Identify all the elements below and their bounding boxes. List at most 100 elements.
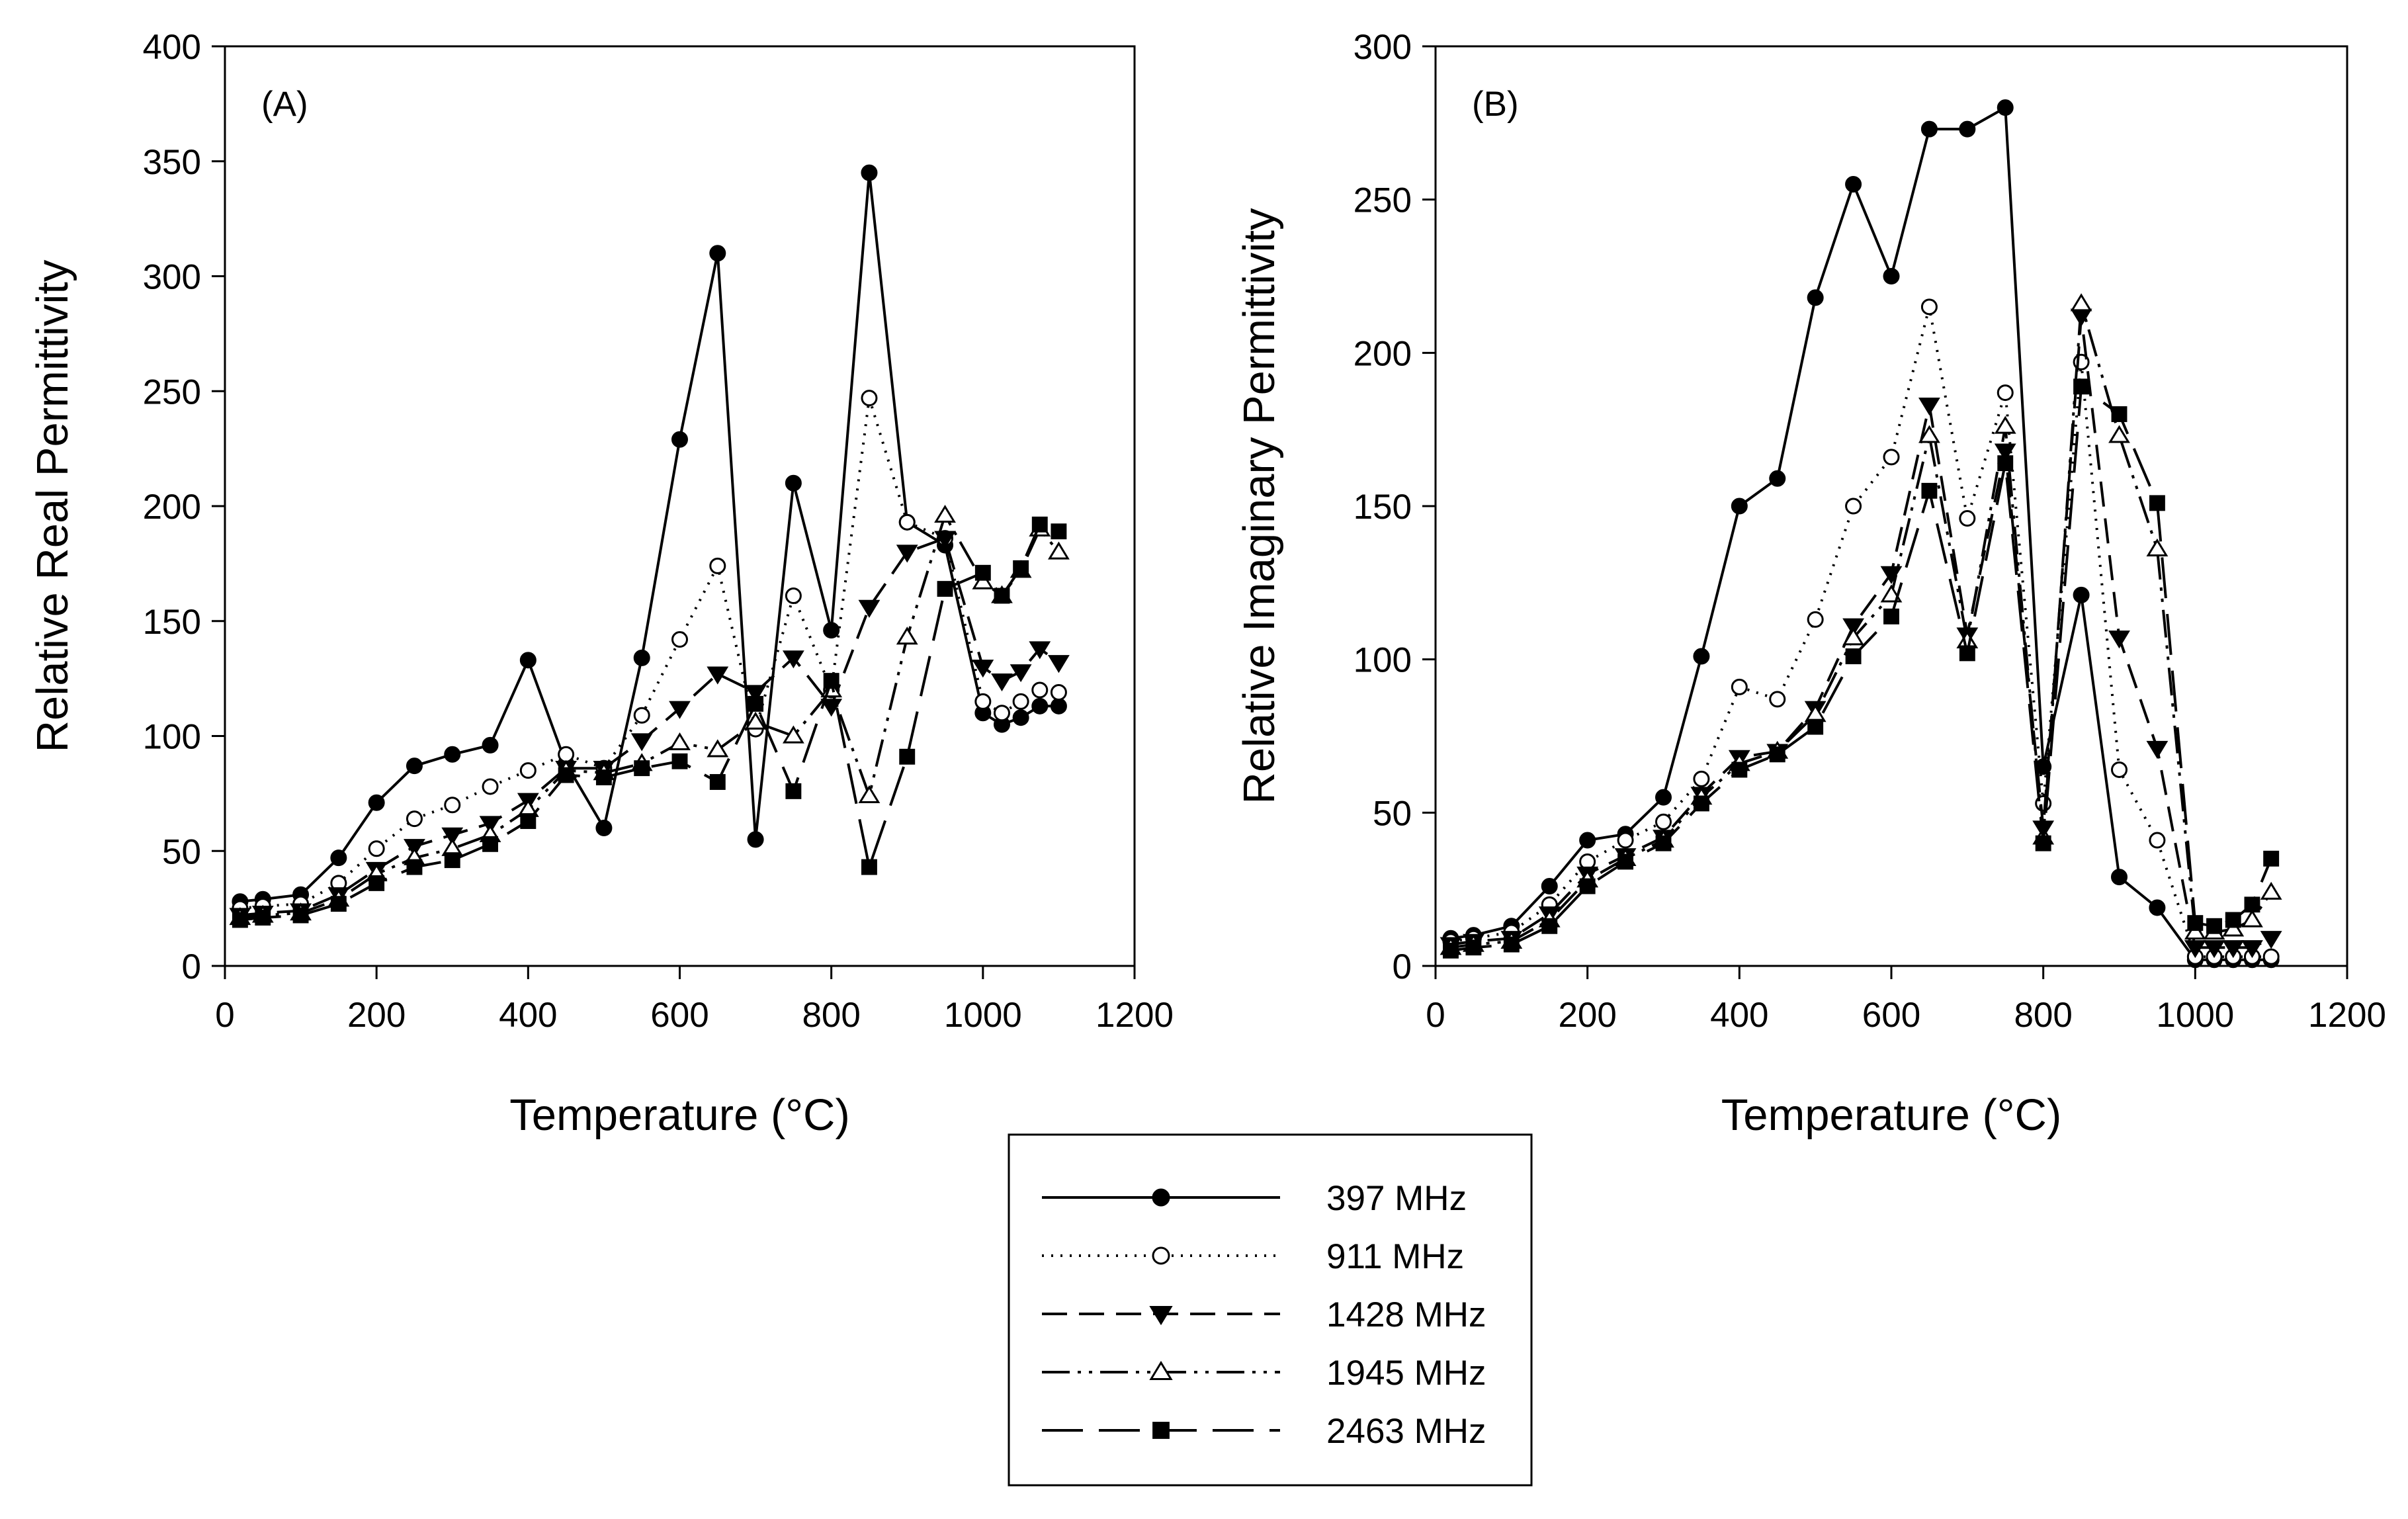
x-tick-label: 1000 — [2156, 996, 2234, 1035]
data-point — [519, 762, 537, 779]
data-point — [2241, 940, 2263, 959]
data-point — [558, 767, 574, 783]
data-point — [1029, 641, 1051, 660]
data-point — [520, 813, 537, 830]
data-point — [330, 896, 347, 912]
data-point — [820, 699, 843, 717]
data-point — [2108, 425, 2130, 443]
data-point — [1048, 655, 1070, 673]
data-point — [671, 431, 688, 448]
data-point — [974, 693, 992, 710]
data-point — [1031, 516, 1048, 533]
data-point — [2146, 538, 2169, 556]
data-point — [1693, 648, 1710, 665]
data-point — [1959, 120, 1976, 138]
x-tick-label: 1200 — [2308, 996, 2386, 1035]
data-point — [974, 564, 991, 581]
data-point — [1010, 664, 1032, 683]
data-point — [2225, 912, 2241, 928]
y-tick-label: 300 — [1354, 28, 1412, 67]
data-point — [1769, 470, 1786, 487]
legend-marker — [1152, 1188, 1170, 1207]
data-point — [1579, 878, 1596, 894]
data-point — [1012, 709, 1029, 726]
data-point — [1883, 268, 1900, 284]
x-tick-label: 0 — [215, 996, 234, 1035]
legend-label: 397 MHz — [1326, 1179, 1467, 1218]
data-point — [1655, 813, 1672, 830]
x-tick-label: 1200 — [1096, 996, 1174, 1035]
data-point — [1012, 693, 1029, 710]
data-point — [671, 631, 688, 648]
series-2463-mhz — [232, 516, 1067, 928]
panel-label: (B) — [1472, 85, 1519, 124]
data-point — [444, 746, 461, 763]
data-point — [898, 513, 916, 531]
data-point — [2149, 832, 2166, 849]
data-point — [934, 531, 956, 549]
data-point — [519, 652, 537, 669]
data-point — [2035, 835, 2051, 851]
data-point — [748, 695, 764, 712]
legend-marker — [1149, 1360, 1173, 1380]
data-point — [669, 732, 691, 751]
data-point — [823, 622, 840, 639]
data-point — [1031, 681, 1049, 699]
data-point — [1465, 939, 1482, 956]
data-point — [2108, 630, 2130, 649]
data-point — [368, 794, 385, 811]
y-tick-label: 250 — [143, 372, 201, 412]
data-point — [934, 504, 956, 523]
data-point — [1920, 120, 1938, 138]
legend-marker — [1152, 1422, 1170, 1439]
data-point — [1880, 566, 1903, 584]
panel-a: 0 200 400 600 800 1000 1200 0 50 100 150 200 250 300 3… — [28, 28, 1174, 1140]
panel-b: 0 200 400 600 800 1000 1200 0 50 100 150 200 250 300 T… — [1234, 28, 2386, 1140]
data-point — [972, 660, 994, 678]
data-point — [2244, 896, 2260, 913]
data-point — [1541, 918, 1558, 934]
legend-marker — [1149, 1306, 1173, 1326]
data-point — [1959, 510, 1976, 527]
series-2463-mhz — [1443, 378, 2280, 959]
data-point — [1845, 498, 1862, 515]
x-tick-label: 400 — [1710, 996, 1768, 1035]
data-point — [823, 673, 839, 689]
x-axis-title: Temperature (°C) — [509, 1090, 850, 1140]
y-tick-label: 50 — [162, 832, 201, 871]
data-point — [1031, 697, 1049, 715]
data-point — [558, 746, 575, 763]
data-point — [2111, 761, 2128, 778]
data-point — [709, 557, 726, 574]
data-point — [1845, 176, 1862, 193]
data-point — [861, 390, 878, 407]
data-point — [747, 831, 764, 848]
legend-marker — [1152, 1246, 1170, 1265]
data-point — [785, 587, 802, 605]
y-tick-label: 50 — [1373, 794, 1412, 833]
data-point — [785, 474, 802, 492]
x-tick-label: 1000 — [944, 996, 1022, 1035]
data-point — [782, 725, 804, 744]
data-point — [2203, 940, 2225, 959]
data-point — [406, 859, 423, 875]
data-point — [991, 673, 1013, 692]
data-point — [2184, 922, 2206, 940]
data-point — [858, 785, 881, 803]
y-axis-title: Relative Imaginary Permittivity — [1234, 208, 1284, 804]
y-tick-label: 400 — [143, 28, 201, 67]
data-point — [2187, 915, 2204, 932]
y-tick-label: 200 — [143, 488, 201, 527]
data-point — [994, 587, 1010, 604]
y-tick-label: 250 — [1354, 181, 1412, 220]
legend-entry: 2463 MHz — [1042, 1412, 1486, 1451]
data-point — [630, 733, 653, 752]
data-point — [707, 666, 729, 685]
data-point — [634, 760, 650, 777]
data-point — [861, 859, 877, 875]
data-point — [1883, 449, 1900, 466]
y-tick-label: 300 — [143, 258, 201, 297]
data-point — [896, 627, 918, 645]
data-point — [1807, 289, 1824, 306]
data-point — [1918, 425, 1940, 443]
